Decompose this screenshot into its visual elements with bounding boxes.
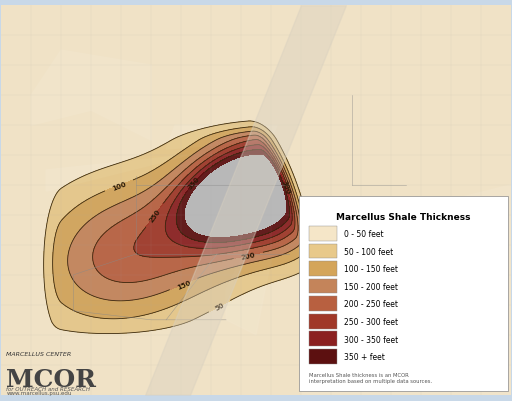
Bar [309, 349, 337, 364]
Text: 250 - 300 feet: 250 - 300 feet [344, 317, 398, 326]
Text: www.marcellus.psu.edu: www.marcellus.psu.edu [7, 390, 72, 395]
Text: 200 - 250 feet: 200 - 250 feet [344, 300, 398, 309]
Text: 50: 50 [214, 302, 225, 311]
Bar [309, 244, 337, 259]
Text: 300 - 350 feet: 300 - 350 feet [344, 335, 398, 344]
Polygon shape [2, 6, 510, 395]
Text: MCOR: MCOR [7, 368, 96, 391]
Text: 0 - 50 feet: 0 - 50 feet [344, 230, 383, 239]
Polygon shape [31, 51, 151, 141]
Text: 200: 200 [241, 251, 256, 260]
Polygon shape [166, 126, 277, 150]
Text: 350: 350 [187, 176, 201, 190]
Bar [309, 279, 337, 294]
Bar [309, 261, 337, 276]
Polygon shape [46, 156, 187, 192]
Polygon shape [301, 186, 510, 395]
Text: 100: 100 [111, 180, 127, 191]
Bar [309, 296, 337, 311]
Bar [309, 331, 337, 346]
Text: MARCELLUS CENTER: MARCELLUS CENTER [7, 351, 72, 356]
FancyBboxPatch shape [300, 196, 508, 391]
Text: 350 + feet: 350 + feet [344, 352, 385, 361]
Text: 50 - 100 feet: 50 - 100 feet [344, 247, 393, 256]
Text: 250: 250 [148, 208, 161, 223]
Polygon shape [226, 260, 271, 335]
Bar [309, 314, 337, 329]
Text: for OUTREACH and RESEARCH: for OUTREACH and RESEARCH [7, 386, 91, 391]
Text: 100 - 150 feet: 100 - 150 feet [344, 265, 398, 274]
Bar [309, 227, 337, 241]
Text: Marcellus Shale thickness is an MCOR
interpretation based on multiple data sourc: Marcellus Shale thickness is an MCOR int… [309, 372, 433, 383]
Text: 150: 150 [176, 279, 191, 290]
Text: 300: 300 [281, 179, 291, 195]
Text: 150 - 200 feet: 150 - 200 feet [344, 282, 398, 291]
Text: Marcellus Shale Thickness: Marcellus Shale Thickness [336, 212, 471, 221]
